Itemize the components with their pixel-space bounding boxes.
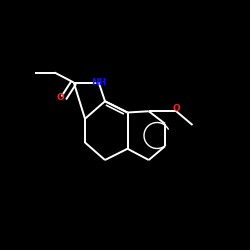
Text: NH: NH <box>91 78 106 87</box>
Text: O: O <box>172 104 180 113</box>
Text: O: O <box>57 94 64 102</box>
